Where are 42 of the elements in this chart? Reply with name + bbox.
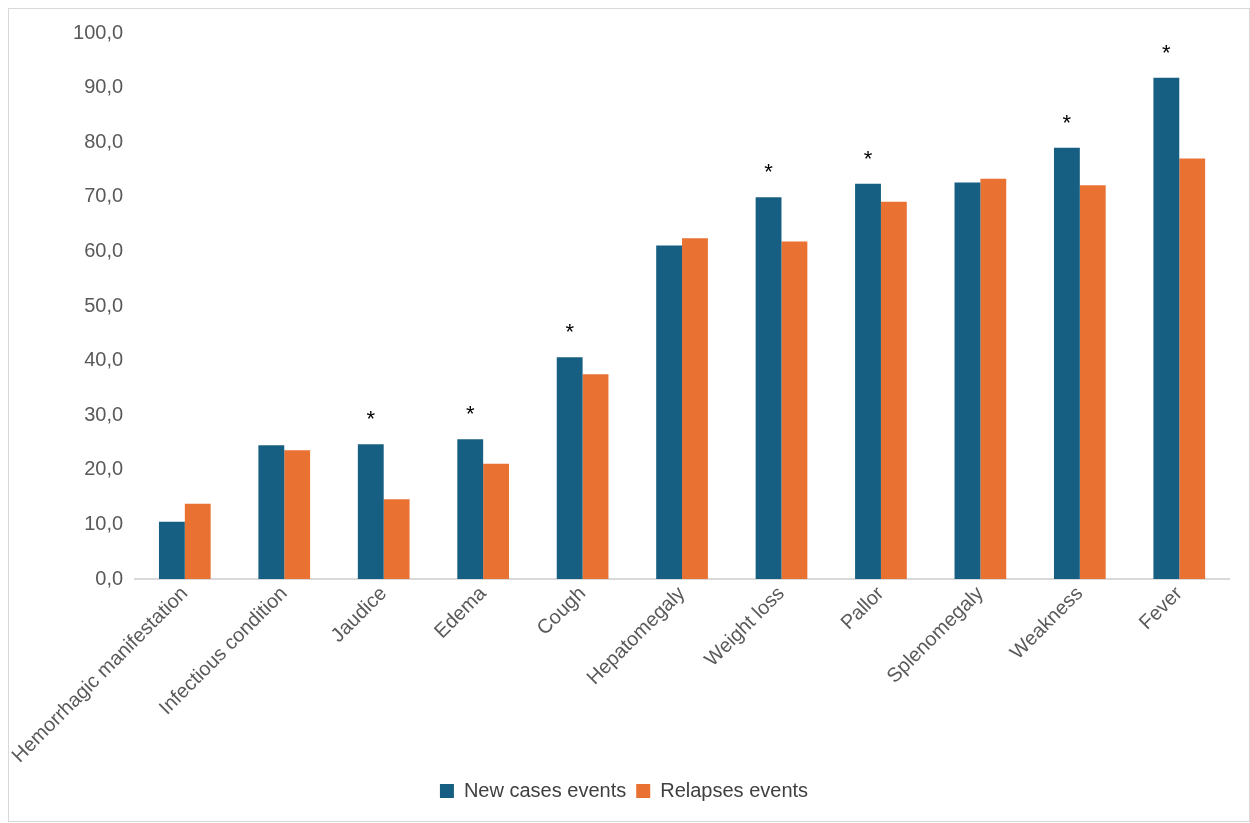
- legend-label: New cases events: [463, 778, 627, 801]
- bar: [1153, 77, 1180, 580]
- y-tick-label: 80,0: [84, 129, 124, 152]
- annotation: *: [764, 159, 774, 185]
- bar: [1053, 147, 1080, 580]
- bar: [1079, 185, 1106, 580]
- bar: [158, 521, 185, 580]
- bar: [954, 182, 981, 580]
- bar: [184, 503, 211, 580]
- bar: [855, 183, 881, 580]
- bar: [556, 357, 583, 580]
- bar: [284, 450, 311, 580]
- annotation: *: [565, 319, 575, 345]
- annotation: *: [1062, 109, 1072, 135]
- bar: [980, 178, 1007, 580]
- bar: [1179, 158, 1206, 580]
- y-tick-label: 70,0: [84, 184, 124, 207]
- legend-label: Relapses events: [660, 778, 809, 801]
- annotation: *: [465, 401, 475, 427]
- annotation: *: [863, 145, 873, 171]
- bar: [258, 445, 285, 580]
- bar: [755, 197, 782, 580]
- y-tick-label: 20,0: [84, 457, 124, 480]
- y-tick-label: 100,0: [73, 20, 124, 43]
- annotation: *: [366, 406, 376, 432]
- y-tick-label: 40,0: [84, 348, 124, 371]
- y-tick-label: 90,0: [84, 75, 124, 98]
- annotation: *: [1162, 39, 1172, 65]
- bar: [781, 241, 808, 580]
- bar: [357, 444, 384, 580]
- bar: [880, 201, 907, 580]
- y-tick-label: 60,0: [84, 238, 124, 261]
- bar: [656, 245, 683, 580]
- bar: [682, 238, 708, 580]
- bar: [582, 374, 609, 580]
- y-tick-label: 30,0: [84, 402, 124, 425]
- bar: [483, 463, 510, 580]
- bar: [457, 439, 484, 580]
- y-tick-label: 0,0: [95, 566, 124, 589]
- y-tick-label: 10,0: [84, 511, 124, 534]
- bar: [383, 499, 410, 580]
- y-tick-label: 50,0: [84, 293, 124, 316]
